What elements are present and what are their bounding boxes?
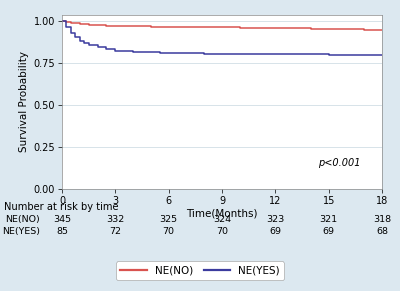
- Text: NE(NO): NE(NO): [5, 215, 40, 224]
- Text: 69: 69: [323, 227, 335, 236]
- Text: NE(YES): NE(YES): [2, 227, 40, 236]
- Text: Number at risk by time: Number at risk by time: [4, 202, 118, 212]
- Text: 318: 318: [373, 215, 391, 224]
- X-axis label: Time(Months): Time(Months): [186, 209, 258, 219]
- Text: 325: 325: [160, 215, 178, 224]
- Text: 321: 321: [320, 215, 338, 224]
- Text: 324: 324: [213, 215, 231, 224]
- Text: 70: 70: [163, 227, 175, 236]
- Text: 345: 345: [53, 215, 71, 224]
- Text: 72: 72: [109, 227, 121, 236]
- Text: 69: 69: [269, 227, 281, 236]
- Text: 85: 85: [56, 227, 68, 236]
- Legend: NE(NO), NE(YES): NE(NO), NE(YES): [116, 261, 284, 280]
- Text: p<0.001: p<0.001: [318, 159, 360, 168]
- Text: 70: 70: [216, 227, 228, 236]
- Text: 323: 323: [266, 215, 284, 224]
- Text: 68: 68: [376, 227, 388, 236]
- Text: 332: 332: [106, 215, 124, 224]
- Y-axis label: Survival Probability: Survival Probability: [19, 51, 29, 152]
